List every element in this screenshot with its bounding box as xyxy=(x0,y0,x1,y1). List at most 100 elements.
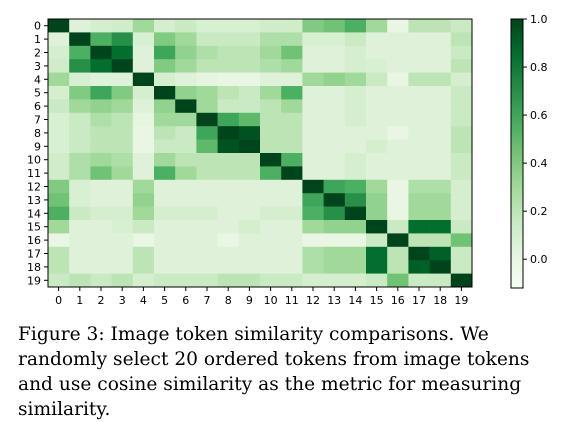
heatmap-cell-17-16 xyxy=(387,246,409,261)
heatmap-cell-15-16 xyxy=(387,220,409,234)
heatmap-cell-17-9 xyxy=(238,246,261,261)
heatmap-cell-6-9 xyxy=(238,99,261,114)
heatmap-cell-2-7 xyxy=(196,45,218,60)
heatmap-cell-10-10 xyxy=(260,153,282,167)
heatmap-cell-16-17 xyxy=(408,233,430,248)
heatmap-cell-16-0 xyxy=(48,233,70,248)
heatmap-cell-16-8 xyxy=(217,233,240,248)
heatmap-cell-1-8 xyxy=(217,32,240,47)
heatmap-cell-8-18 xyxy=(429,126,452,140)
heatmap-cell-16-18 xyxy=(429,233,452,248)
heatmap-cell-2-14 xyxy=(344,45,367,60)
heatmap-cell-6-10 xyxy=(260,99,282,114)
heatmap-cell-10-12 xyxy=(302,153,324,167)
y-tick-label: 9 xyxy=(34,140,41,153)
heatmap-cell-11-3 xyxy=(111,166,134,181)
heatmap-cell-2-17 xyxy=(408,45,430,60)
heatmap-cell-0-17 xyxy=(408,19,430,33)
heatmap-cell-14-6 xyxy=(175,206,197,221)
heatmap-cell-13-6 xyxy=(175,193,197,207)
heatmap-cell-0-3 xyxy=(111,19,134,33)
heatmap-cell-9-17 xyxy=(408,139,430,154)
heatmap-cell-11-14 xyxy=(344,166,367,181)
heatmap-cell-7-0 xyxy=(48,112,70,127)
colorbar-tick-label: 0.6 xyxy=(530,109,548,122)
heatmap-cell-1-3 xyxy=(111,32,134,47)
heatmap-cell-14-15 xyxy=(366,206,388,221)
heatmap-cell-5-1 xyxy=(69,86,91,100)
heatmap-cell-10-15 xyxy=(366,153,388,167)
heatmap-cell-13-0 xyxy=(48,193,70,207)
x-tick-label: 16 xyxy=(391,294,405,307)
heatmap-cell-4-6 xyxy=(175,72,197,87)
y-tick-label: 3 xyxy=(34,60,41,73)
heatmap-cell-3-11 xyxy=(281,59,303,73)
heatmap-cell-19-4 xyxy=(132,273,155,288)
heatmap-cell-4-15 xyxy=(366,72,388,87)
heatmap-cell-8-0 xyxy=(48,126,70,140)
heatmap-cell-2-11 xyxy=(281,45,303,60)
heatmap-cell-14-5 xyxy=(154,206,176,221)
heatmap-cell-8-9 xyxy=(238,126,261,140)
heatmap-cell-17-4 xyxy=(132,246,155,261)
heatmap-cell-18-7 xyxy=(196,260,218,274)
heatmap-cell-3-0 xyxy=(48,59,70,73)
heatmap-cell-2-18 xyxy=(429,45,452,60)
heatmap-cell-6-18 xyxy=(429,99,452,114)
heatmap-cell-1-9 xyxy=(238,32,261,47)
heatmap-cell-16-19 xyxy=(450,233,473,248)
heatmap-cell-14-16 xyxy=(387,206,409,221)
heatmap-cell-1-4 xyxy=(132,32,155,47)
heatmap-cell-8-16 xyxy=(387,126,409,140)
heatmap-cell-4-8 xyxy=(217,72,240,87)
heatmap-cell-7-16 xyxy=(387,112,409,127)
figure-caption: Figure 3: Image token similarity compari… xyxy=(18,324,530,420)
heatmap-cell-8-5 xyxy=(154,126,176,140)
heatmap-cell-9-7 xyxy=(196,139,218,154)
heatmap-cell-17-13 xyxy=(323,246,346,261)
heatmap-cell-18-1 xyxy=(69,260,91,274)
heatmap-cell-12-18 xyxy=(429,179,452,194)
heatmap-cell-0-9 xyxy=(238,19,261,33)
heatmap-cell-19-12 xyxy=(302,273,324,288)
heatmap-cell-4-9 xyxy=(238,72,261,87)
heatmap-cell-12-17 xyxy=(408,179,430,194)
x-tick-label: 2 xyxy=(98,294,105,307)
heatmap-cell-8-7 xyxy=(196,126,218,140)
heatmap-cell-8-14 xyxy=(344,126,367,140)
heatmap-cell-6-3 xyxy=(111,99,134,114)
heatmap-cell-12-2 xyxy=(90,179,112,194)
heatmap-cell-19-2 xyxy=(90,273,112,288)
heatmap-cell-13-2 xyxy=(90,193,112,207)
heatmap-cell-3-7 xyxy=(196,59,218,73)
heatmap-cell-5-8 xyxy=(217,86,240,100)
heatmap-cell-14-3 xyxy=(111,206,134,221)
heatmap-cell-11-12 xyxy=(302,166,324,181)
heatmap-cell-8-1 xyxy=(69,126,91,140)
x-tick-label: 0 xyxy=(55,294,62,307)
heatmap-cell-2-15 xyxy=(366,45,388,60)
heatmap-cell-4-17 xyxy=(408,72,430,87)
heatmap-cell-12-13 xyxy=(323,179,346,194)
heatmap-cell-12-1 xyxy=(69,179,91,194)
heatmap-cell-8-8 xyxy=(217,126,240,140)
heatmap-cell-3-13 xyxy=(323,59,346,73)
heatmap-cell-8-4 xyxy=(132,126,155,140)
colorbar-tick-label: 1.0 xyxy=(530,13,548,26)
heatmap-cell-4-19 xyxy=(450,72,473,87)
heatmap-cell-10-8 xyxy=(217,153,240,167)
colorbar xyxy=(511,19,523,288)
x-tick-label: 6 xyxy=(182,294,189,307)
heatmap-cell-7-3 xyxy=(111,112,134,127)
x-tick-label: 12 xyxy=(306,294,320,307)
y-tick-label: 16 xyxy=(27,234,41,247)
heatmap-cell-5-11 xyxy=(281,86,303,100)
heatmap-cell-17-19 xyxy=(450,246,473,261)
heatmap-cell-1-12 xyxy=(302,32,324,47)
heatmap-cell-4-4 xyxy=(132,72,155,87)
y-tick-label: 7 xyxy=(34,114,41,127)
heatmap-cell-2-12 xyxy=(302,45,324,60)
heatmap-cell-15-8 xyxy=(217,220,240,234)
heatmap-cell-11-9 xyxy=(238,166,261,181)
